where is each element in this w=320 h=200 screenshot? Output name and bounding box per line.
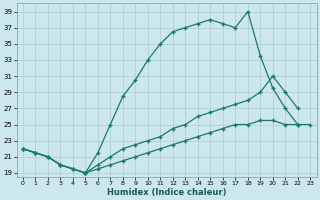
X-axis label: Humidex (Indice chaleur): Humidex (Indice chaleur) bbox=[107, 188, 226, 197]
